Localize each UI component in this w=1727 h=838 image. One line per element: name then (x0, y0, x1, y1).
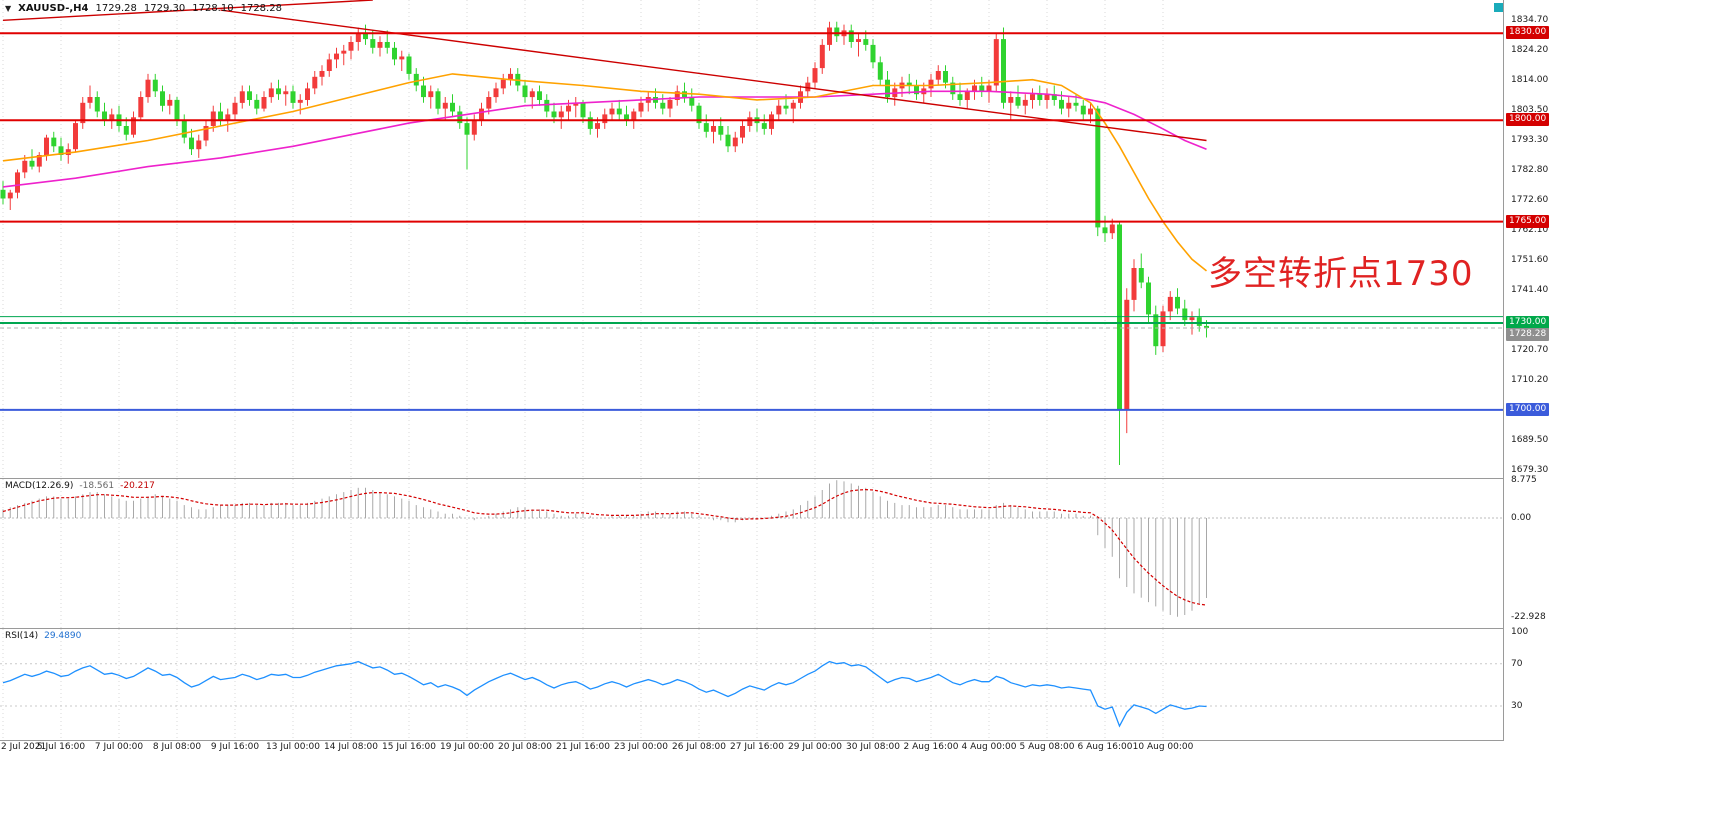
time-label: 19 Jul 00:00 (440, 742, 494, 752)
macd-indicator-label: MACD(12.26.9) -18.561 -20.217 (5, 481, 155, 491)
time-label: 30 Jul 08:00 (846, 742, 900, 752)
price-tick: 1782.80 (1511, 165, 1549, 175)
ohlc-header: ▼ XAUUSD-,H4 1729.28 1729.30 1728.10 172… (5, 3, 282, 14)
macd-panel[interactable]: MACD(12.26.9) -18.561 -20.217 (0, 479, 1503, 628)
panel-separator (0, 740, 1565, 741)
price-badge: 1830.00 (1506, 26, 1550, 39)
trendline[interactable] (2, 0, 373, 21)
price-axis-separator (1503, 0, 1504, 741)
macd-tick: 8.775 (1511, 475, 1537, 485)
time-label: 14 Jul 08:00 (324, 742, 378, 752)
time-label: 21 Jul 16:00 (556, 742, 610, 752)
time-label: 23 Jul 00:00 (614, 742, 668, 752)
rsi-value: 29.4890 (44, 631, 82, 641)
macd-tick: -22.928 (1511, 612, 1546, 622)
panel-separator[interactable] (0, 478, 1565, 479)
grid-lines (2, 0, 1164, 478)
time-label: 10 Aug 00:00 (1132, 742, 1194, 752)
price-tick: 1834.70 (1511, 15, 1549, 25)
price-tick: 1793.30 (1511, 135, 1549, 145)
price-axis[interactable]: 1834.70 1824.20 1814.00 1803.50 1793.30 1782.… (1504, 0, 1566, 741)
time-label: 26 Jul 08:00 (672, 742, 726, 752)
price-chart[interactable] (0, 0, 1503, 478)
price-tick: 1720.70 (1511, 345, 1549, 355)
grid-lines (2, 629, 1164, 740)
time-label: 13 Jul 00:00 (266, 742, 320, 752)
ohlc-low: 1728.10 (192, 3, 234, 14)
price-tick: 1689.50 (1511, 435, 1549, 445)
time-label: 2 Aug 16:00 (903, 742, 959, 752)
ohlc-close: 1728.28 (240, 3, 282, 14)
time-label: 20 Jul 08:00 (498, 742, 552, 752)
price-tick: 1803.50 (1511, 105, 1549, 115)
price-badge: 1800.00 (1506, 113, 1550, 126)
price-badge: 1728.28 (1506, 328, 1550, 341)
macd-histogram (2, 480, 1207, 617)
ohlc-open: 1729.28 (95, 3, 137, 14)
price-tick: 1679.30 (1511, 465, 1549, 475)
rsi-indicator-label: RSI(14) 29.4890 (5, 631, 81, 641)
time-label: 9 Jul 16:00 (210, 742, 260, 752)
price-tick: 1741.40 (1511, 285, 1549, 295)
rsi-name: RSI(14) (5, 631, 39, 641)
main-chart-panel[interactable]: ▼ XAUUSD-,H4 1729.28 1729.30 1728.10 172… (0, 0, 1504, 478)
rsi-tick: 100 (1511, 627, 1529, 637)
rsi-panel[interactable]: RSI(14) 29.4890 (0, 629, 1503, 740)
time-label: 8 Jul 08:00 (152, 742, 202, 752)
symbol-marker-icon: ▼ (5, 4, 12, 13)
rsi-line (2, 660, 1207, 728)
rsi-chart[interactable] (0, 629, 1503, 740)
chart-shift-marker[interactable] (1494, 3, 1504, 12)
price-tick: 1762.10 (1511, 225, 1549, 235)
time-axis[interactable]: 2 Jul 2021 5 Jul 16:00 7 Jul 00:00 8 Jul 08… (0, 742, 1565, 757)
macd-tick: 0.00 (1511, 513, 1532, 523)
time-label: 5 Aug 08:00 (1019, 742, 1075, 752)
panel-separator[interactable] (0, 628, 1565, 629)
price-tick: 1772.60 (1511, 195, 1549, 205)
rsi-tick: 30 (1511, 701, 1523, 711)
time-label: 29 Jul 00:00 (788, 742, 842, 752)
time-label: 2 Jul 2021 (1, 742, 47, 752)
price-tick: 1710.20 (1511, 375, 1549, 385)
rsi-tick: 70 (1511, 659, 1523, 669)
ma-fast-line (2, 73, 1207, 272)
macd-value-main: -18.561 (79, 481, 115, 491)
chart-annotation-text: 多空转折点1730 (1208, 254, 1474, 294)
ohlc-high: 1729.30 (143, 3, 186, 14)
price-tick: 1814.00 (1511, 75, 1549, 85)
price-badge: 1700.00 (1506, 403, 1550, 416)
price-badge: 1765.00 (1506, 215, 1550, 228)
trendline[interactable] (220, 9, 1207, 142)
price-tick: 1824.20 (1511, 45, 1549, 55)
time-label: 6 Aug 16:00 (1077, 742, 1133, 752)
price-badge: 1730.00 (1506, 316, 1550, 329)
time-label: 27 Jul 16:00 (730, 742, 784, 752)
time-label: 5 Jul 16:00 (36, 742, 86, 752)
symbol-period-label: XAUUSD-,H4 (18, 3, 89, 14)
time-label: 15 Jul 16:00 (382, 742, 436, 752)
macd-chart[interactable] (0, 479, 1503, 628)
time-label: 4 Aug 00:00 (961, 742, 1017, 752)
time-label: 7 Jul 00:00 (94, 742, 144, 752)
price-tick: 1751.60 (1511, 255, 1549, 265)
macd-name: MACD(12.26.9) (5, 481, 74, 491)
macd-value-signal: -20.217 (120, 481, 155, 491)
macd-signal-line (2, 488, 1207, 606)
